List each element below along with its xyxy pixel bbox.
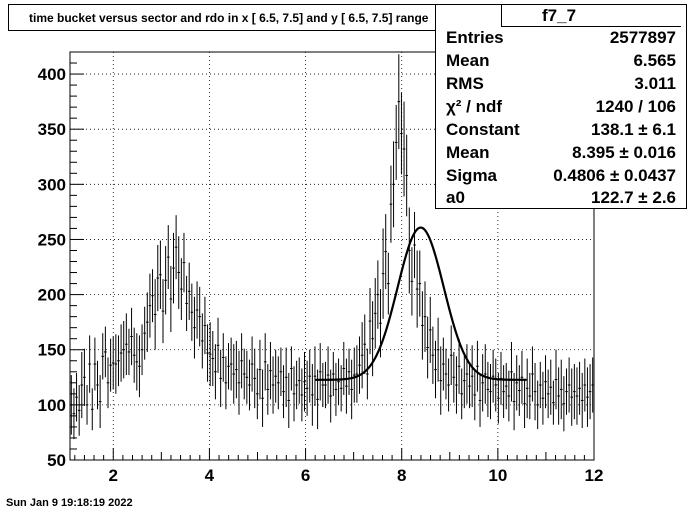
axes: 2 4 6 8 10 12 50 100 150 200 250 300 350 400 — [38, 62, 604, 485]
y-tick-label: 300 — [38, 175, 66, 194]
histogram-bars — [70, 54, 594, 440]
stats-value: 138.1 ± 6.1 — [591, 120, 676, 139]
stats-value: 1240 / 106 — [595, 97, 676, 116]
stats-histogram-name: f7_7 — [501, 5, 681, 27]
stats-value: 122.7 ± 2.6 — [591, 188, 676, 207]
plot-title-text: time bucket versus sector and rdo in x [… — [29, 10, 429, 25]
plot-frame — [69, 51, 595, 461]
stats-label: χ² / ndf — [446, 97, 503, 116]
stats-label: Constant — [446, 120, 520, 139]
stats-label: RMS — [446, 74, 484, 93]
timestamp: Sun Jan 9 19:18:19 2022 — [6, 497, 133, 509]
y-tick-label: 100 — [38, 396, 66, 415]
stats-value: 6.565 — [633, 51, 676, 70]
y-tick-label: 200 — [38, 286, 66, 305]
stats-label: Mean — [446, 143, 490, 162]
stats-row-a0: a0 122.7 ± 2.6 — [446, 187, 676, 209]
stats-row-entries: Entries 2577897 — [446, 27, 676, 49]
stats-value: 3.011 — [634, 74, 676, 93]
stats-row-sigma: Sigma 0.4806 ± 0.0437 — [446, 165, 676, 187]
y-tick-label: 250 — [38, 230, 66, 249]
stats-row-fit-mean: Mean 8.395 ± 0.016 — [446, 142, 676, 164]
x-tick-label: 12 — [585, 466, 604, 485]
x-tick-label: 10 — [488, 466, 507, 485]
stats-name-text: f7_7 — [542, 5, 577, 25]
plot-title: time bucket versus sector and rdo in x [… — [8, 4, 498, 31]
y-tick-label: 400 — [38, 65, 66, 84]
stats-label: a0 — [446, 188, 465, 207]
stats-value: 8.395 ± 0.016 — [572, 143, 676, 162]
stats-row-constant: Constant 138.1 ± 6.1 — [446, 119, 676, 141]
x-tick-label: 2 — [109, 466, 118, 485]
stats-label: Entries — [446, 28, 504, 47]
x-tick-label: 6 — [301, 466, 310, 485]
stats-label: Mean — [446, 51, 490, 70]
stats-row-chi2: χ² / ndf 1240 / 106 — [446, 96, 676, 118]
y-tick-label: 50 — [47, 451, 66, 470]
y-tick-label: 150 — [38, 341, 66, 360]
fit-curve — [315, 226, 527, 381]
stats-value: 2577897 — [609, 28, 676, 47]
stats-box: f7_7 Entries 2577897 Mean 6.565 RMS 3.01… — [435, 4, 687, 209]
stats-row-rms: RMS 3.011 — [446, 73, 676, 95]
stats-value: 0.4806 ± 0.0437 — [553, 166, 676, 185]
y-tick-label: 350 — [38, 120, 66, 139]
stats-row-mean: Mean 6.565 — [446, 50, 676, 72]
x-tick-label: 8 — [397, 466, 406, 485]
stats-label: Sigma — [446, 166, 498, 185]
x-tick-label: 4 — [205, 466, 215, 485]
